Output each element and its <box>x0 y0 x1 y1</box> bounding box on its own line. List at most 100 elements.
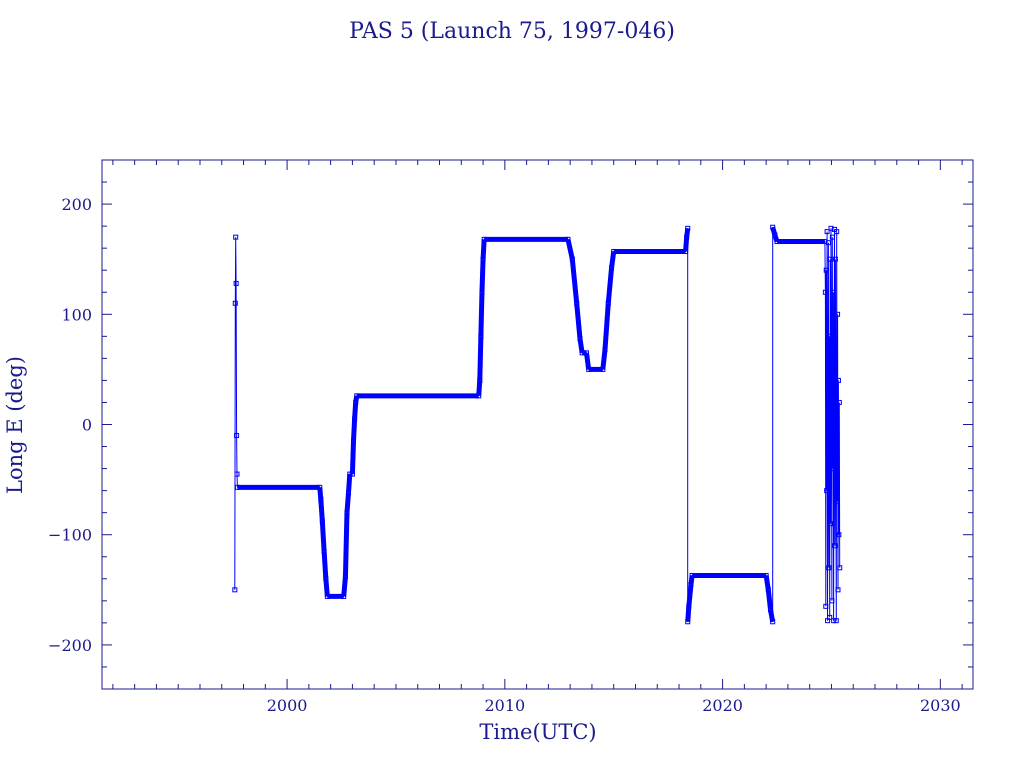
series-track-segment <box>772 234 780 243</box>
data-point <box>683 248 689 254</box>
data-point <box>689 572 695 578</box>
data-point <box>834 499 840 505</box>
series-track-segment <box>345 473 353 494</box>
data-point <box>341 593 347 599</box>
series-track-segment <box>609 251 617 269</box>
data-point <box>323 576 329 582</box>
data-point <box>583 350 589 356</box>
data-point <box>600 366 606 372</box>
series-track-segment <box>480 239 487 260</box>
x-axis: 2000 2010 2020 2030 <box>112 160 963 715</box>
data-point <box>832 543 838 549</box>
data-point <box>830 466 836 472</box>
data-point <box>352 416 358 422</box>
data-point <box>826 333 832 339</box>
data-point <box>324 593 330 599</box>
data-point <box>345 490 351 496</box>
data-point <box>828 521 834 527</box>
data-point <box>833 444 839 450</box>
data-point <box>774 239 780 245</box>
series-track-segment <box>321 551 329 579</box>
x-axis-label: Time(UTC) <box>479 720 596 744</box>
data-point <box>234 484 240 490</box>
data-point <box>827 614 833 620</box>
data-point <box>574 300 580 306</box>
series-track-segment <box>352 402 359 420</box>
data-point <box>831 355 837 361</box>
data-point <box>832 256 838 262</box>
data-point <box>831 618 837 624</box>
series-track-segment <box>479 259 486 293</box>
data-point <box>823 267 829 273</box>
series-track-segment <box>353 395 360 403</box>
y-tick-label: −200 <box>48 636 92 655</box>
data-point <box>686 603 692 609</box>
data-point <box>772 232 778 238</box>
data-point <box>826 565 832 571</box>
series-track-segment <box>602 303 611 350</box>
data-point <box>611 248 617 254</box>
data-point <box>477 377 483 383</box>
data-point <box>232 587 238 593</box>
data-point <box>688 581 694 587</box>
series-track-segment <box>319 521 327 552</box>
data-point <box>351 438 357 444</box>
data-point <box>609 265 615 271</box>
data-point <box>353 399 359 405</box>
data-point <box>822 239 828 245</box>
series-track-segment <box>342 512 350 577</box>
data-point <box>828 410 834 416</box>
series-track-segment <box>688 575 695 585</box>
data-point <box>233 280 239 286</box>
y-tick-label: 100 <box>61 305 92 324</box>
data-point <box>685 619 691 625</box>
data-point <box>577 336 583 342</box>
y-axis-label: Long E (deg) <box>3 356 27 494</box>
data-point <box>586 366 592 372</box>
data-point <box>835 377 841 383</box>
data-point <box>479 289 485 295</box>
data-point <box>565 236 571 242</box>
data-point <box>822 289 828 295</box>
series-track-segment <box>478 292 485 337</box>
data-point <box>685 225 691 231</box>
series-track-segment <box>574 303 583 339</box>
data-point <box>836 532 842 538</box>
data-point <box>319 518 325 524</box>
x-tick-label: 2030 <box>920 696 961 715</box>
chart-title: PAS 5 (Launch 75, 1997-046) <box>349 19 675 44</box>
data-point <box>835 587 841 593</box>
data-point <box>232 300 238 306</box>
data-point <box>342 574 348 580</box>
y-tick-label: −100 <box>48 526 92 545</box>
x-tick-label: 2000 <box>267 696 308 715</box>
series-track-segment <box>323 578 330 597</box>
x-tick-label: 2020 <box>702 696 743 715</box>
data-point <box>837 565 843 571</box>
data-point <box>836 399 842 405</box>
series-track-segment <box>584 352 592 370</box>
data-point <box>823 603 829 609</box>
data-point <box>824 229 830 235</box>
data-point <box>602 347 608 353</box>
series-track-segment <box>344 492 351 513</box>
series-track-segment <box>684 228 691 238</box>
series-track-segment <box>565 238 575 260</box>
series-track-segment <box>685 606 692 622</box>
series-track-segment <box>341 576 348 597</box>
series-track-segment <box>770 226 778 236</box>
data-point <box>834 229 840 235</box>
data-point <box>684 234 690 240</box>
data-point <box>767 607 773 613</box>
data-point <box>835 311 841 317</box>
data-point <box>349 471 355 477</box>
data-point <box>569 256 575 262</box>
series-track-segment <box>477 336 484 381</box>
series-track-segment <box>351 418 358 442</box>
data-point <box>825 388 831 394</box>
data-point <box>478 333 484 339</box>
y-tick-label: 0 <box>82 416 92 435</box>
data-point <box>233 234 239 240</box>
data-point <box>770 224 776 230</box>
data-point <box>824 488 830 494</box>
